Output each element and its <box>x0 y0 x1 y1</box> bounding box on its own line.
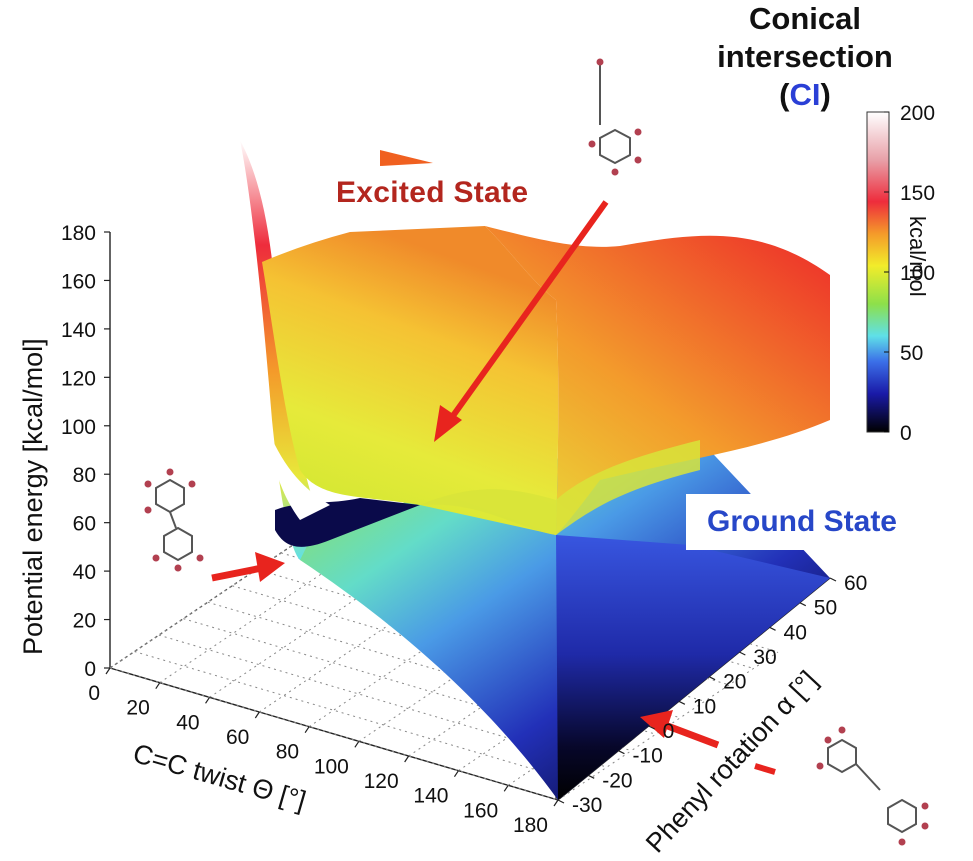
alpha-tick-mark <box>739 651 746 656</box>
z-tick-label: 40 <box>73 561 96 584</box>
ground-state-label: Ground State <box>686 494 918 550</box>
z-tick-label: 60 <box>73 513 96 536</box>
x-tick-mark <box>354 741 360 748</box>
x-tick-label: 80 <box>276 741 299 764</box>
alpha-tick-mark <box>708 676 716 681</box>
z-axis-ticks: 0 20 40 60 80 100 120 140 160 180 <box>61 222 110 681</box>
alpha-tick-label: -20 <box>602 769 632 792</box>
x-tick-label: 160 <box>463 799 498 822</box>
z-tick-label: 20 <box>73 610 96 633</box>
alpha-tick-mark <box>678 700 686 705</box>
x-tick-mark <box>553 799 559 807</box>
excited-state-right-lobe <box>485 226 830 535</box>
valley-white-streak <box>268 430 330 520</box>
x-tick-mark <box>304 726 310 733</box>
z-tick-label: 120 <box>61 367 96 390</box>
alpha-tick-label: 20 <box>723 671 746 694</box>
excited-state-surface <box>262 226 559 535</box>
x-tick-mark <box>155 682 161 689</box>
x-tick-mark <box>205 697 211 704</box>
alpha-tick-mark <box>618 750 625 755</box>
z-tick-label: 160 <box>61 270 96 293</box>
alpha-tick-label: 0 <box>663 720 675 743</box>
z-tick-label: 100 <box>61 416 96 439</box>
alpha-axis-ticks: -30-20-100 10 20 30 40 50 60 <box>557 572 867 817</box>
alpha-tick-mark <box>799 602 807 607</box>
colorbar-tick-label: 0 <box>900 422 912 445</box>
colorbar-tick-label: 200 <box>900 102 935 125</box>
ci-abbreviation: CI <box>789 77 821 112</box>
floor-grid-line <box>159 534 381 684</box>
x-tick-label: 0 <box>88 682 100 705</box>
z-tick-label: 80 <box>73 464 96 487</box>
z-tick-label: 140 <box>61 319 96 342</box>
ci-arrow <box>434 200 609 442</box>
floor-grid-line <box>308 578 530 728</box>
alpha-tick-mark <box>557 799 565 804</box>
excited-state-label: Excited State <box>336 176 529 209</box>
alpha-tick-label: 60 <box>844 572 867 595</box>
ground-arrow-right <box>640 710 776 775</box>
alpha-tick-label: 30 <box>753 646 776 669</box>
x-tick-mark <box>254 711 260 719</box>
colorbar-tick-label: 150 <box>900 182 935 205</box>
colorbar-ticks: 0 50 100 150 200 <box>884 102 935 445</box>
excited-state-lower-fold <box>420 440 700 535</box>
x-tick-label: 40 <box>176 711 199 734</box>
x-tick-mark <box>453 770 459 777</box>
x-tick-label: 20 <box>126 697 149 720</box>
alpha-tick-label: 40 <box>784 621 807 644</box>
floor-grid-line <box>109 519 331 669</box>
x-tick-label: 120 <box>364 770 399 793</box>
z-tick-label: 0 <box>84 658 96 681</box>
x-tick-label: 180 <box>513 814 548 837</box>
molecule-icon-planar <box>144 468 204 572</box>
ground-arrow-left <box>211 552 285 582</box>
x-tick-mark <box>503 785 509 792</box>
floor-grid-line <box>209 548 430 698</box>
colorbar-tick-label: 50 <box>900 342 923 365</box>
alpha-tick-mark <box>587 774 595 779</box>
colorbar-tick-label: 100 <box>900 262 935 285</box>
alpha-tick-label: -30 <box>572 794 602 817</box>
ground-state-front-face <box>556 535 830 800</box>
x-tick-label: 60 <box>226 726 249 749</box>
colorbar-label: kcal/mol <box>905 216 930 297</box>
floor-grid-line <box>259 563 480 713</box>
x-tick-mark <box>105 667 111 675</box>
alpha-tick-label: -10 <box>632 745 662 768</box>
alpha-tick-label: 50 <box>814 597 837 620</box>
alpha-tick-label: 10 <box>693 695 716 718</box>
z-axis-label: Potential energy [kcal/mol] <box>18 338 48 655</box>
z-tick-label: 180 <box>61 222 96 245</box>
excited-state-top-tip <box>380 150 433 166</box>
alpha-tick-mark <box>648 725 655 730</box>
alpha-tick-mark <box>829 577 837 582</box>
chart-title: Conical intersection (CI) <box>717 1 893 112</box>
x-tick-label: 100 <box>314 755 349 778</box>
x-axis-ticks: 0 20 40 60 80 100 120 140 160 180 <box>88 667 559 837</box>
x-tick-label: 140 <box>413 785 448 808</box>
molecule-icon-twisted <box>588 58 642 176</box>
alpha-tick-mark <box>769 626 776 631</box>
molecule-icon-extended <box>816 726 929 846</box>
x-tick-mark <box>404 755 410 763</box>
